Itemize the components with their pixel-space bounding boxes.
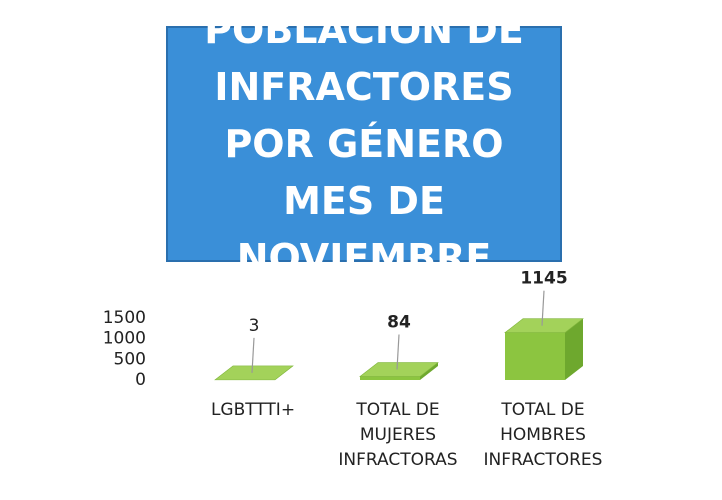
data-label: 84 [387,313,411,333]
chart-title: POBLACIÓN DE INFRACTORES POR GÉNERO MES … [166,8,562,280]
bar-side [420,362,438,380]
data-label: 1145 [520,269,567,289]
bar [359,362,439,380]
leader-line [251,337,255,373]
bar [504,318,584,380]
x-tick-label: TOTAL DE HOMBRES INFRACTORES [483,400,603,470]
bar [214,365,294,381]
bar-side [565,318,583,380]
bar-top [214,365,294,381]
bar-front [360,376,420,380]
x-tick-label: TOTAL DE MUJERES INFRACTORAS [338,400,458,470]
leader-line [396,334,400,370]
y-tick-label: 500 [114,349,146,369]
bar-top [504,318,584,333]
y-tick-label: 1000 [103,329,146,349]
bar-top [359,362,439,377]
leader-line [541,290,545,326]
y-tick-label: 0 [135,370,146,390]
data-label: 3 [249,316,260,336]
y-tick-label: 1500 [103,308,146,328]
bar-front [505,332,565,380]
x-tick-label: LGBTTTI+ [210,400,296,420]
